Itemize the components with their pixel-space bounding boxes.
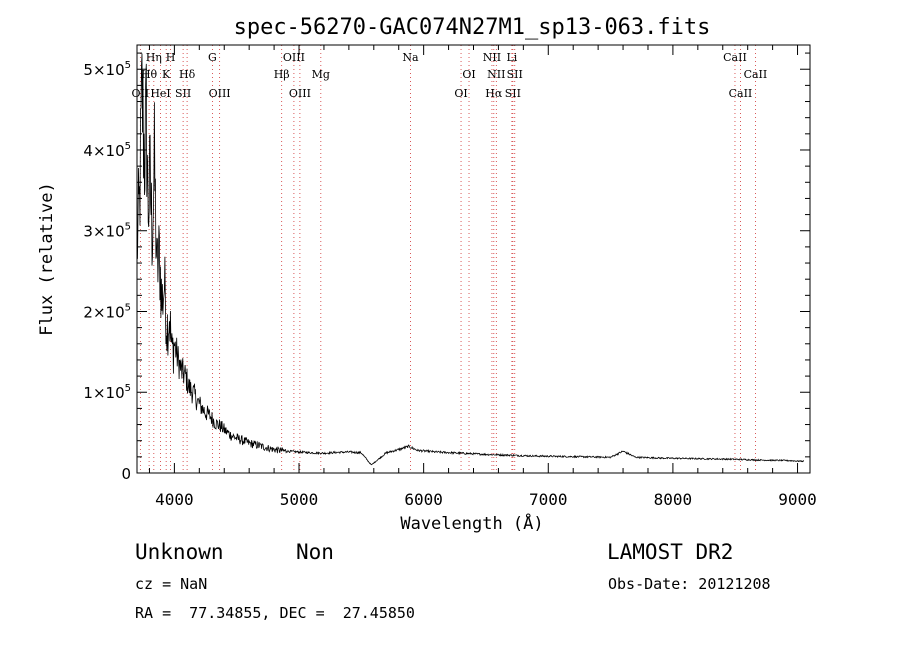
observation-date: Obs-Date: 20121208: [608, 575, 771, 593]
x-tick-label: 6000: [404, 490, 443, 509]
spectral-line-label: CaII: [729, 87, 753, 100]
x-tick-label: 7000: [529, 490, 568, 509]
plot-frame: [136, 44, 811, 474]
spectral-line-label: SII: [505, 87, 521, 100]
spectral-line-label: CaII: [744, 68, 768, 81]
spectral-line-label: H: [166, 51, 176, 64]
spectral-line-label: HeI: [150, 87, 170, 100]
spectral-line-label: Hθ: [141, 68, 158, 81]
x-tick-label: 9000: [778, 490, 817, 509]
spectral-line-label: Hη: [146, 51, 162, 64]
spectral-line-label: OI: [462, 68, 475, 81]
redshift-cz: cz = NaN: [135, 575, 208, 593]
spectral-line-label: K: [162, 68, 171, 81]
spectral-line-label: OIII: [209, 87, 231, 100]
spectral-line-label: G: [208, 51, 217, 64]
y-tick-label: 2×105: [83, 302, 131, 321]
spectral-line-label: Li: [506, 51, 517, 64]
spectral-line-label: SII: [175, 87, 191, 100]
spectral-line-labels: OIIHθHηKHeIHHδSIIGOIIIHβOIIIOIIIMgNaOIOI…: [132, 51, 768, 100]
x-axis-label: Wavelength (Å): [400, 512, 543, 534]
spectrum-chart: spec-56270-GAC074N27M1_sp13-063.fits OII…: [37, 15, 817, 534]
spectral-line-label: OII: [132, 87, 150, 100]
y-axis-label: Flux (relative): [37, 182, 57, 336]
x-tick-label: 4000: [155, 490, 194, 509]
y-tick-label: 4×105: [83, 141, 131, 160]
x-tick-label: 5000: [280, 490, 319, 509]
subclass: Non: [296, 540, 334, 564]
spectral-line-label: NII: [483, 51, 501, 64]
spectral-line-label: CaII: [723, 51, 747, 64]
classification: Unknown: [135, 540, 224, 564]
spectral-line-label: Hα: [485, 87, 503, 100]
spectral-line-label: OIII: [289, 87, 311, 100]
spectral-line-label: Hβ: [274, 68, 290, 81]
y-tick-label: 5×105: [83, 60, 131, 79]
x-tick-label: 8000: [654, 490, 693, 509]
x-axis: 4000 5000 6000 7000 8000 9000: [148, 45, 817, 509]
y-tick-label: 0: [121, 465, 131, 483]
ra-dec: RA = 77.34855, DEC = 27.45850: [135, 604, 415, 622]
spectral-line-label: OIII: [283, 51, 305, 64]
y-tick-label: 3×105: [83, 222, 131, 241]
spectral-line-label: Na: [402, 51, 419, 64]
spectral-line-label: OI: [454, 87, 467, 100]
spectral-line-markers: [139, 45, 756, 473]
spectral-line-label: SII: [507, 68, 523, 81]
spectrum-line: [136, 53, 805, 466]
spectral-line-label: Hδ: [179, 68, 196, 81]
y-tick-label: 1×105: [83, 383, 131, 402]
chart-title: spec-56270-GAC074N27M1_sp13-063.fits: [234, 15, 711, 40]
survey-name: LAMOST DR2: [607, 540, 734, 564]
spectral-line-label: Mg: [312, 68, 330, 81]
spectral-line-label: NII: [487, 68, 505, 81]
y-axis: 0 1×105 2×105 3×105 4×105 5×105: [83, 52, 810, 483]
